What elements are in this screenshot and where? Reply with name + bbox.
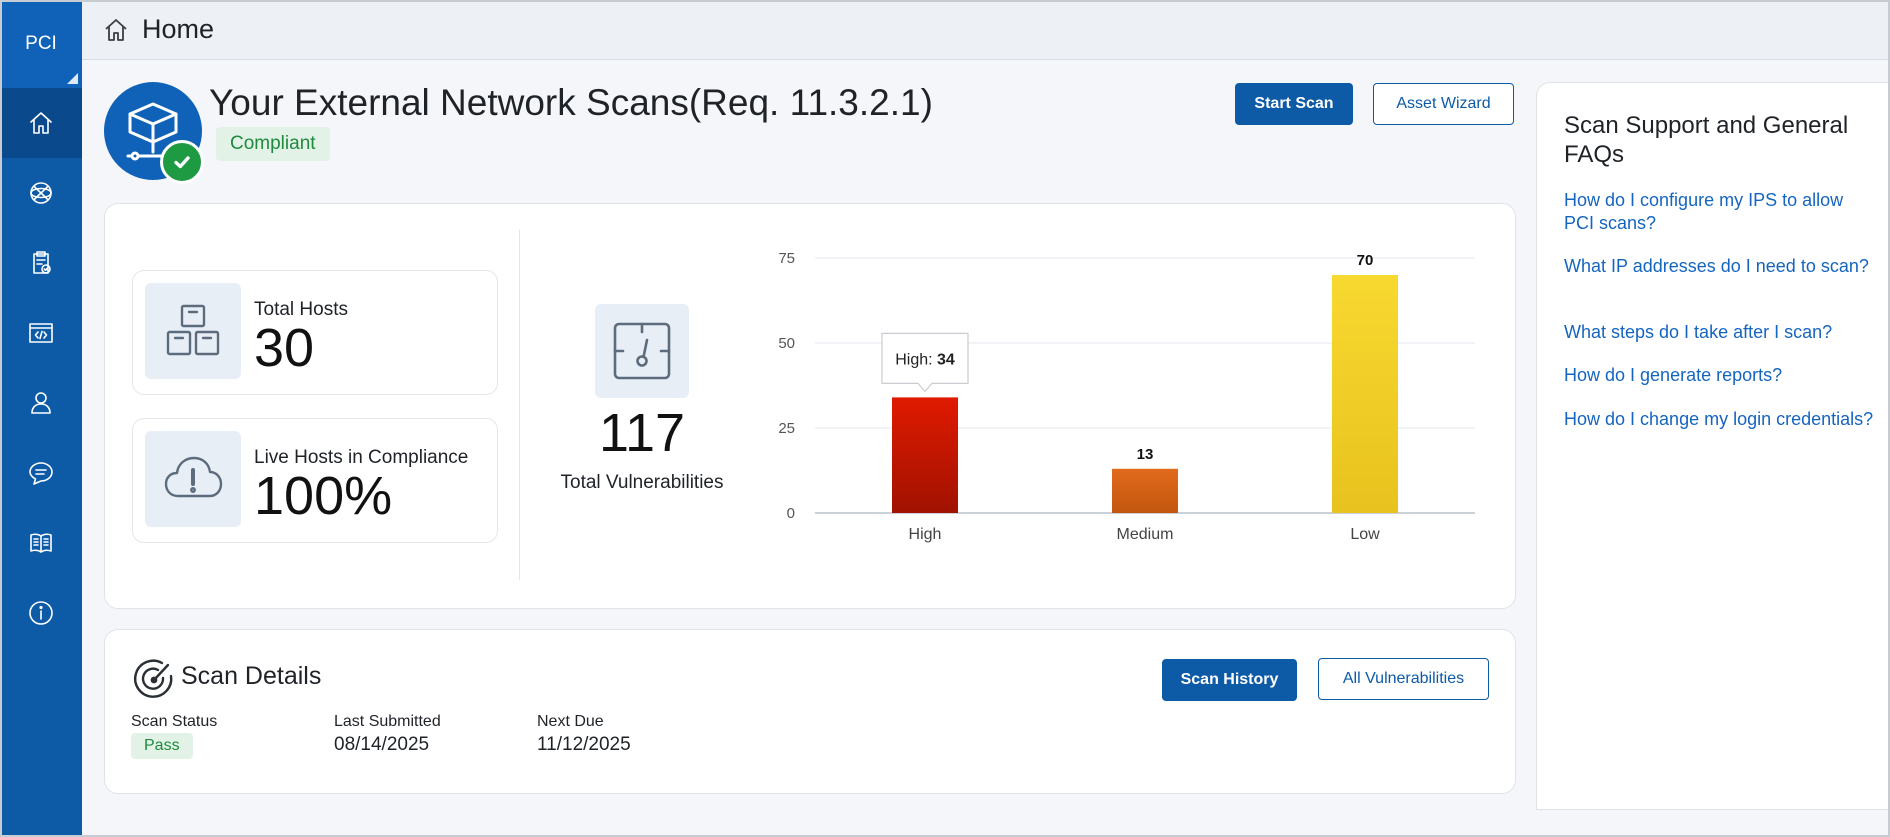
start-scan-button[interactable]: Start Scan bbox=[1235, 83, 1353, 125]
boxes-icon bbox=[166, 304, 220, 356]
bar-medium bbox=[1112, 468, 1178, 513]
sidebar-item-user[interactable] bbox=[0, 368, 82, 438]
x-tick-label: Medium bbox=[1117, 526, 1174, 543]
compliance-status-badge: Compliant bbox=[216, 127, 330, 161]
last-submitted-value: 08/14/2025 bbox=[334, 734, 430, 755]
sidebar-item-docs[interactable] bbox=[0, 508, 82, 578]
total-vulnerabilities-value: 117 bbox=[598, 403, 686, 463]
total-hosts-card: Total Hosts 30 bbox=[132, 270, 498, 395]
sidebar-item-compliance[interactable] bbox=[0, 228, 82, 298]
scan-status-label: Scan Status bbox=[131, 713, 218, 730]
clipboard-check-icon bbox=[33, 251, 51, 274]
total-hosts-value: 30 bbox=[254, 318, 315, 378]
x-tick-label: High bbox=[909, 526, 942, 543]
bar-low bbox=[1332, 275, 1398, 513]
faq-link-after-scan[interactable]: What steps do I take after I scan? bbox=[1564, 322, 1833, 342]
vulnerability-bar-chart: 0 25 50 75 High Medium 13 Low 70 High: 34 bbox=[778, 250, 1475, 543]
y-tick-label: 50 bbox=[778, 335, 795, 352]
user-icon bbox=[31, 392, 51, 414]
vulnerability-stat-icon-box bbox=[595, 304, 689, 398]
tooltip-text: High: 34 bbox=[895, 351, 955, 368]
logo-label: PCI bbox=[25, 33, 57, 54]
tooltip-label: High: bbox=[895, 351, 937, 368]
code-window-icon bbox=[29, 323, 53, 343]
expand-corner-icon[interactable] bbox=[67, 73, 78, 84]
scan-details-card bbox=[104, 629, 1516, 794]
scan-details-title: Scan Details bbox=[181, 662, 322, 690]
compliance-stat-icon-box bbox=[145, 431, 241, 527]
y-tick-label: 0 bbox=[787, 505, 795, 522]
stats-divider bbox=[519, 230, 520, 580]
last-submitted-label: Last Submitted bbox=[334, 713, 441, 730]
cloud-alert-icon bbox=[164, 456, 223, 498]
faq-link-ips[interactable]: How do I configure my IPS to allow PCI s… bbox=[1564, 190, 1844, 233]
sidebar-item-home[interactable] bbox=[0, 88, 82, 158]
next-due-value: 11/12/2025 bbox=[537, 734, 631, 755]
live-hosts-value: 100% bbox=[254, 466, 393, 526]
total-vulnerabilities-label: Total Vulnerabilities bbox=[560, 472, 724, 493]
bar-high bbox=[892, 397, 958, 513]
topbar: Home bbox=[82, 0, 1890, 60]
total-hosts-label: Total Hosts bbox=[254, 299, 348, 320]
sidebar-item-code[interactable] bbox=[0, 298, 82, 368]
data-label: 13 bbox=[1137, 446, 1154, 463]
hosts-stat-icon-box bbox=[145, 283, 241, 379]
faq-link-reports[interactable]: How do I generate reports? bbox=[1564, 365, 1783, 385]
y-tick-label: 75 bbox=[778, 250, 795, 267]
radar-icon bbox=[134, 659, 173, 698]
faq-title: Scan Support and General FAQs bbox=[1564, 112, 1849, 168]
data-label: 70 bbox=[1357, 252, 1374, 269]
page-breadcrumb-title: Home bbox=[142, 14, 215, 44]
all-vulnerabilities-button[interactable]: All Vulnerabilities bbox=[1318, 658, 1489, 700]
info-icon bbox=[29, 601, 53, 625]
home-icon bbox=[30, 112, 52, 134]
sidebar-item-chat[interactable] bbox=[0, 438, 82, 508]
x-tick-label: Low bbox=[1350, 526, 1380, 543]
asset-wizard-button[interactable]: Asset Wizard bbox=[1373, 83, 1514, 125]
gauge-icon bbox=[613, 322, 671, 380]
scan-history-button[interactable]: Scan History bbox=[1162, 659, 1297, 701]
sidebar: PCI bbox=[0, 0, 82, 837]
sidebar-item-globe[interactable] bbox=[0, 158, 82, 228]
live-hosts-label: Live Hosts in Compliance bbox=[254, 447, 469, 468]
pci-logo[interactable]: PCI bbox=[0, 0, 82, 88]
home-icon bbox=[105, 18, 127, 41]
globe-icon bbox=[30, 182, 52, 204]
y-tick-label: 25 bbox=[778, 420, 795, 437]
network-scan-icon bbox=[104, 82, 202, 180]
page-title: Your External Network Scans(Req. 11.3.2.… bbox=[209, 82, 933, 123]
tooltip-value: 34 bbox=[937, 351, 955, 368]
faq-link-ip-addresses[interactable]: What IP addresses do I need to scan? bbox=[1564, 256, 1869, 276]
radar-icon-wrap bbox=[132, 656, 176, 700]
faq-link-login[interactable]: How do I change my login credentials? bbox=[1564, 409, 1874, 429]
check-badge-icon bbox=[160, 140, 204, 184]
next-due-label: Next Due bbox=[537, 713, 604, 730]
sidebar-item-info[interactable] bbox=[0, 578, 82, 648]
chart-tooltip bbox=[881, 332, 969, 393]
faq-panel: Scan Support and General FAQs How do I c… bbox=[1536, 82, 1890, 810]
chat-icon bbox=[29, 462, 53, 485]
scan-status-badge: Pass bbox=[131, 733, 193, 759]
checkmark-icon bbox=[174, 156, 190, 169]
live-hosts-card: Live Hosts in Compliance 100% bbox=[132, 418, 498, 543]
book-icon bbox=[30, 533, 52, 553]
